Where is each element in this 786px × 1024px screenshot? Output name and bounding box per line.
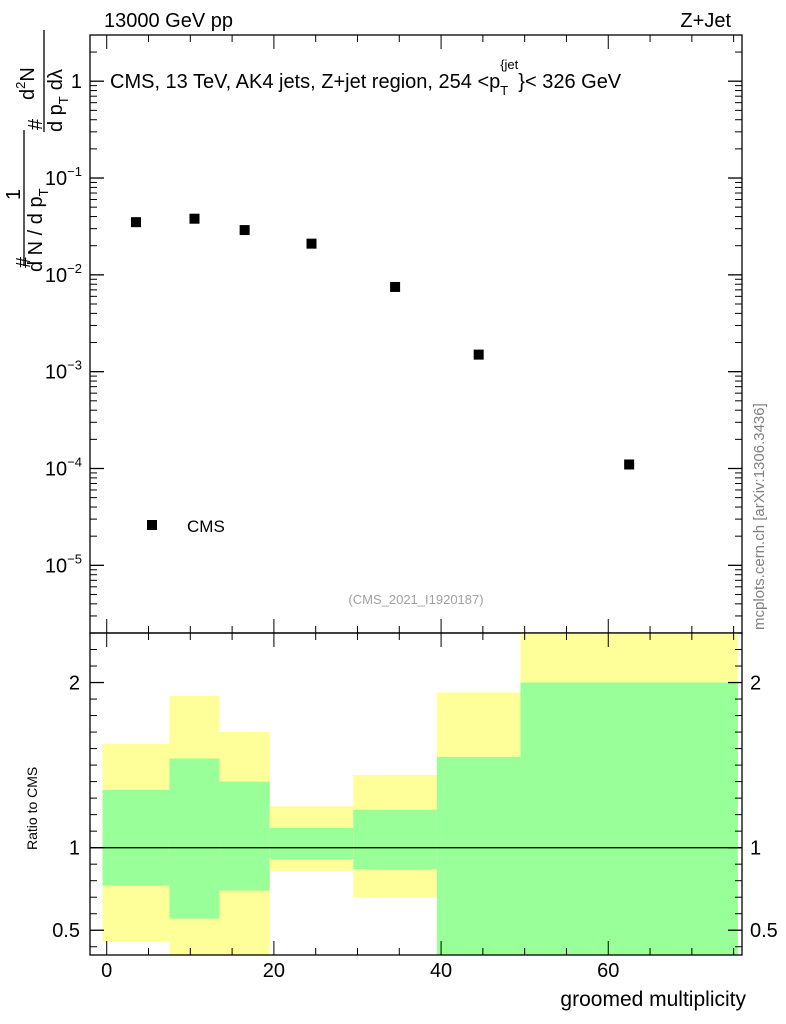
main-x-ticks [106, 35, 735, 633]
watermark-text: mcplots.cern.ch [arXiv:1306.3436] [751, 403, 768, 630]
main-title-sup: {jet [500, 57, 518, 72]
ratio-band-green [353, 809, 437, 870]
tick-exponent: −1 [67, 164, 82, 179]
tick-base: 10 [45, 265, 67, 287]
main-y-axis-label-den: d N / d pT [25, 188, 51, 272]
ratio-y-tick-label: 1 [69, 838, 80, 860]
main-title-tail: < 326 GeV [525, 71, 622, 93]
header-right: Z+Jet [680, 10, 731, 32]
main-y-axis-label-num-hash: # [25, 118, 47, 130]
ratio-band-green [520, 682, 738, 955]
main-plot-frame [89, 34, 743, 634]
main-title-text: CMS, 13 TeV, AK4 jets, Z+jet region, 254… [110, 71, 500, 93]
main-title-sub: T [500, 83, 508, 98]
ratio-bands [102, 633, 738, 955]
ratio-y-tick-label: 2 [69, 673, 80, 695]
ratio-ylabel: Ratio to CMS [24, 767, 40, 850]
main-y-ticks: 110−110−210−310−410−5 [45, 34, 742, 634]
svg-text:d pTdλ: d pTdλ [45, 69, 71, 132]
x-tick-label: 60 [597, 960, 619, 982]
tick-base: 10 [45, 458, 67, 480]
ratio-band-green [219, 781, 270, 891]
legend-marker [147, 520, 157, 530]
ylabel-num-n: N [17, 67, 39, 81]
main-y-tick-label: 10−2 [45, 261, 82, 287]
main-y-tick-label: 10−5 [45, 551, 82, 577]
main-plot: 110−110−210−310−410−5 CMS, 13 TeV, AK4 j… [45, 34, 743, 634]
data-point [189, 213, 200, 224]
ratio-y-tick-label-right: 2 [750, 673, 761, 695]
main-title: CMS, 13 TeV, AK4 jets, Z+jet region, 254… [110, 57, 622, 98]
data-point [239, 225, 250, 236]
ylabel-den-sub: T [36, 188, 51, 196]
ratio-y-tick-label-right: 0.5 [750, 920, 778, 942]
x-axis-label: groomed multiplicity [560, 988, 746, 1011]
watermark: mcplots.cern.ch [arXiv:1306.3436] [751, 403, 768, 630]
ratio-y-tick-label-right: 1 [750, 838, 761, 860]
ylabel-num-hash: # [25, 118, 47, 130]
x-tick-label: 0 [101, 960, 112, 982]
main-y-axis-label-fraction-one: 1 [3, 189, 25, 200]
ylabel-num-sup: 2 [13, 82, 28, 89]
tick-base: 10 [45, 555, 67, 577]
ylabel-bot: d p [45, 104, 67, 132]
ylabel-den: d N / d p [25, 196, 47, 272]
header-left: 13000 GeV pp [104, 10, 233, 32]
ratio-band-green [102, 789, 170, 886]
ratio-y-axis-label: Ratio to CMS [24, 767, 40, 850]
data-point [624, 459, 635, 470]
main-title-sup-end: } [518, 71, 525, 93]
x-tick-label: 40 [430, 960, 452, 982]
ylabel-bot-sub: T [56, 96, 71, 104]
ratio-band-green [169, 758, 220, 919]
tick-base: 10 [45, 362, 67, 384]
ratio-y-tick-label: 0.5 [52, 920, 80, 942]
main-y-tick-label: 10−1 [45, 164, 82, 190]
tick-base: 10 [45, 168, 67, 190]
ylabel-num-d: d [17, 89, 39, 100]
ratio-band-green [436, 756, 521, 955]
main-y-tick-label: 1 [71, 71, 82, 93]
legend-label: CMS [187, 517, 225, 536]
ylabel-one: 1 [3, 189, 25, 200]
data-point [390, 281, 401, 292]
ratio-plot-frame [89, 632, 743, 956]
main-y-tick-label: 10−3 [45, 358, 82, 384]
tick-exponent: −2 [67, 261, 82, 276]
ratio-x-ticks: 0 20 40 60 [101, 633, 735, 982]
x-tick-label: 20 [263, 960, 285, 982]
data-point [306, 238, 317, 249]
ratio-plot: 0.5 0.5 1 1 2 2 0 20 40 60 [52, 632, 778, 982]
main-y-axis-label-num: d2N [13, 67, 39, 100]
main-data-points [130, 213, 635, 470]
data-point [130, 217, 141, 228]
ratio-band-green [269, 827, 354, 860]
main-y-tick-label: 10−4 [45, 454, 82, 480]
tick-exponent: −5 [67, 551, 82, 566]
svg-text:d N / d pT: d N / d pT [25, 188, 51, 272]
analysis-id: (CMS_2021_I1920187) [348, 592, 483, 607]
main-y-axis-label-bot: d pTdλ [45, 69, 71, 132]
data-point [473, 349, 484, 360]
tick-exponent: −3 [67, 358, 82, 373]
tick-exponent: −4 [67, 454, 82, 469]
ylabel-bot-tail: dλ [45, 69, 67, 90]
svg-text:d2N: d2N [13, 67, 39, 100]
